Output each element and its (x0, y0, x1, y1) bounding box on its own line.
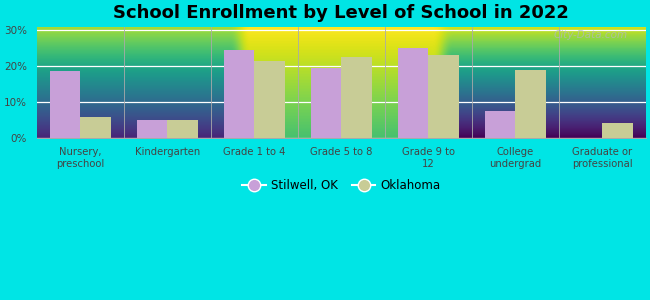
Bar (137, 120, 168, 138)
Bar (224, 50, 254, 138)
Bar (428, 55, 459, 138)
Bar (168, 120, 198, 138)
Bar (311, 68, 341, 138)
Bar (515, 70, 546, 138)
Text: City-Data.com: City-Data.com (553, 30, 627, 40)
Bar (254, 61, 285, 138)
Bar (485, 111, 515, 138)
Bar (398, 48, 428, 138)
Bar (50, 71, 81, 138)
Title: School Enrollment by Level of School in 2022: School Enrollment by Level of School in … (113, 4, 569, 22)
Bar (81, 117, 111, 138)
Bar (341, 57, 372, 138)
Legend: Stilwell, OK, Oklahoma: Stilwell, OK, Oklahoma (238, 174, 445, 197)
Bar (603, 123, 633, 138)
